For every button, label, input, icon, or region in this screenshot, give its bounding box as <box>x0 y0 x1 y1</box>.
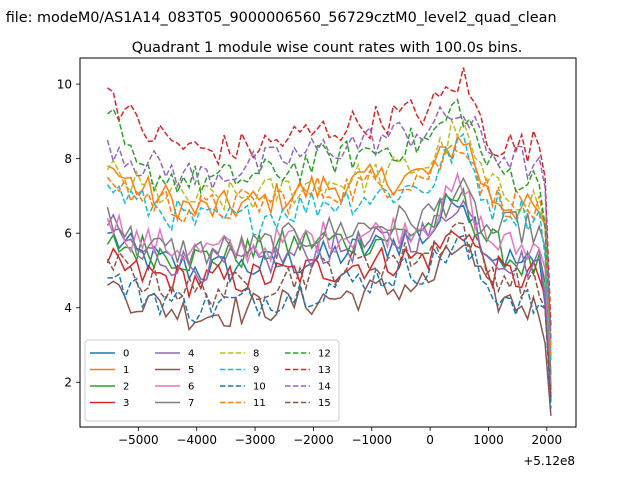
x-tick-label: −3000 <box>235 433 276 447</box>
x-tick-label: 2000 <box>532 433 563 447</box>
plot-frame <box>79 57 577 428</box>
series-line-9 <box>106 132 552 360</box>
legend-label-2: 2 <box>123 382 129 393</box>
legend-label-15: 15 <box>318 398 331 409</box>
series-line-12 <box>106 98 552 338</box>
legend-label-3: 3 <box>123 398 129 409</box>
legend-label-9: 9 <box>253 365 259 376</box>
y-axis: 2 4 6 8 10 <box>57 77 80 390</box>
legend-label-13: 13 <box>318 365 331 376</box>
y-tick-label: 6 <box>64 226 72 240</box>
legend-label-11: 11 <box>253 398 266 409</box>
x-tick-label: 0 <box>426 433 434 447</box>
series-line-10 <box>107 234 552 409</box>
legend-label-6: 6 <box>188 382 194 393</box>
legend-label-8: 8 <box>253 349 259 360</box>
legend-label-14: 14 <box>318 382 331 393</box>
y-tick-label: 10 <box>57 77 72 91</box>
y-tick-label: 2 <box>64 376 72 390</box>
y-tick-label: 4 <box>64 301 72 315</box>
series-line-3 <box>106 230 552 398</box>
legend-label-4: 4 <box>188 349 194 360</box>
x-tick-label: 1000 <box>473 433 504 447</box>
series-line-4 <box>106 199 552 387</box>
legend-box <box>84 339 340 422</box>
x-offset-label: +5.12e8 <box>523 454 575 468</box>
legend-label-1: 1 <box>123 365 129 376</box>
x-tick-label: −1000 <box>351 433 392 447</box>
series-line-6 <box>106 171 552 383</box>
legend-label-7: 7 <box>188 398 194 409</box>
y-tick-label: 8 <box>64 152 72 166</box>
series-line-13 <box>106 67 552 327</box>
x-axis: −5000 −4000 −3000 −2000 −1000 0 1000 2000 <box>118 427 562 447</box>
legend-label-5: 5 <box>188 365 194 376</box>
series-line-8 <box>106 117 552 353</box>
legend-label-10: 10 <box>253 382 266 393</box>
x-tick-label: −5000 <box>118 433 159 447</box>
series-line-7 <box>106 176 552 375</box>
x-tick-label: −2000 <box>293 433 334 447</box>
series-line-14 <box>106 105 552 342</box>
legend-label-12: 12 <box>318 349 331 360</box>
series-line-11 <box>106 144 552 357</box>
x-tick-label: −4000 <box>176 433 217 447</box>
plot-area <box>106 67 552 416</box>
series-line-5 <box>106 243 552 416</box>
series-line-15 <box>106 221 552 394</box>
figure-suptitle: n file: modeM0/AS1A14_083T05_9000006560_… <box>0 10 557 26</box>
chart-title: Quadrant 1 module wise count rates with … <box>132 40 523 56</box>
legend-label-0: 0 <box>123 349 129 360</box>
